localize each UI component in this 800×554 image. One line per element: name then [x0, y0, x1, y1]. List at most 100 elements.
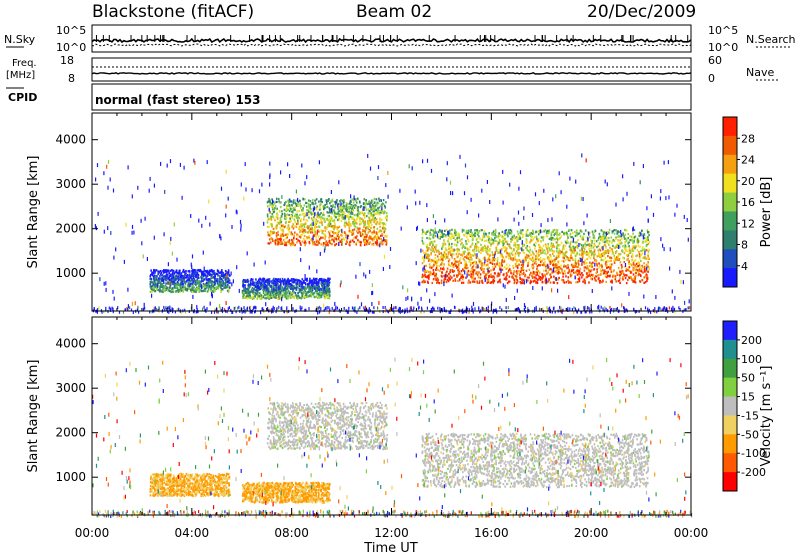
nsky-frame	[91, 24, 692, 53]
data-cell	[601, 240, 604, 243]
data-cell	[498, 279, 501, 282]
data-cell	[428, 247, 430, 250]
data-cell	[334, 243, 336, 247]
data-cell	[621, 234, 623, 237]
data-cell	[432, 234, 435, 237]
data-cell	[569, 243, 572, 246]
data-cell	[305, 205, 308, 208]
data-cell	[284, 278, 286, 281]
data-cell	[500, 267, 502, 270]
data-cell	[484, 232, 487, 235]
data-cell	[536, 267, 538, 270]
data-cell	[453, 229, 456, 232]
data-cell	[576, 234, 579, 237]
data-cell	[270, 292, 272, 295]
data-cell	[471, 280, 474, 283]
data-cell	[634, 259, 637, 262]
data-cell	[576, 269, 579, 273]
data-cell	[584, 229, 587, 232]
data-cell	[614, 276, 617, 279]
data-cell	[614, 259, 617, 262]
data-cell	[165, 269, 167, 272]
data-cell	[371, 209, 374, 212]
data-cell	[165, 279, 167, 282]
data-cell	[439, 259, 442, 262]
data-cell	[285, 200, 288, 203]
data-cell	[615, 236, 617, 239]
data-cell	[342, 216, 345, 219]
data-cell	[194, 271, 196, 274]
data-cell	[595, 240, 598, 243]
data-cell	[550, 268, 552, 271]
data-cell	[593, 268, 596, 271]
data-cell	[426, 244, 429, 247]
data-cell	[520, 263, 523, 267]
data-cell	[329, 242, 331, 245]
data-cell	[270, 218, 273, 221]
data-cell	[296, 216, 298, 219]
data-cell	[457, 265, 460, 268]
data-cell	[593, 244, 596, 247]
data-cell	[614, 275, 617, 278]
data-cell	[362, 236, 365, 239]
data-cell	[374, 241, 377, 244]
data-cell	[612, 270, 615, 273]
data-cell	[585, 245, 587, 248]
data-cell	[525, 256, 527, 259]
data-cell	[191, 286, 194, 289]
data-cell	[174, 271, 177, 274]
data-cell	[265, 293, 268, 297]
data-cell	[565, 251, 567, 254]
data-cell	[469, 230, 472, 233]
data-cell	[632, 273, 635, 276]
data-cell	[520, 269, 522, 272]
data-cell	[634, 281, 637, 284]
data-cell	[502, 237, 504, 240]
data-cell	[585, 276, 587, 279]
data-cell	[337, 233, 339, 236]
data-cell	[313, 287, 315, 290]
data-cell	[567, 266, 570, 269]
data-cell	[438, 282, 440, 285]
data-cell	[303, 204, 306, 207]
data-cell	[633, 267, 635, 270]
data-cell	[351, 221, 354, 224]
data-cell	[320, 243, 322, 246]
data-cell	[435, 268, 437, 271]
data-cell	[547, 243, 549, 246]
data-cell	[268, 238, 271, 241]
data-cell	[301, 230, 304, 233]
data-cell	[567, 279, 569, 282]
data-cell	[349, 223, 351, 226]
data-cell	[302, 207, 304, 210]
data-cell	[432, 248, 434, 251]
data-cell	[463, 259, 466, 262]
data-cell	[552, 250, 555, 253]
data-cell	[177, 277, 179, 280]
data-cell	[303, 287, 306, 291]
data-cell	[556, 231, 558, 234]
data-cell	[428, 277, 430, 280]
data-cell	[323, 206, 326, 210]
data-cell	[188, 281, 191, 284]
data-cell	[307, 213, 310, 216]
data-cell	[573, 271, 575, 274]
data-cell	[178, 289, 181, 292]
data-cell	[377, 209, 380, 212]
data-cell	[491, 265, 494, 268]
data-cell	[384, 239, 387, 243]
data-cell	[542, 236, 544, 239]
data-cell	[596, 263, 598, 266]
data-cell	[306, 209, 308, 212]
data-cell	[426, 280, 429, 283]
data-cell	[498, 251, 500, 254]
data-cell	[505, 263, 508, 266]
data-cell	[453, 243, 456, 246]
data-cell	[193, 289, 195, 292]
data-cell	[290, 231, 293, 234]
data-cell	[529, 253, 532, 257]
data-cell	[559, 267, 562, 270]
data-cell	[583, 278, 586, 281]
data-cell	[201, 271, 203, 275]
data-cell	[547, 232, 550, 235]
